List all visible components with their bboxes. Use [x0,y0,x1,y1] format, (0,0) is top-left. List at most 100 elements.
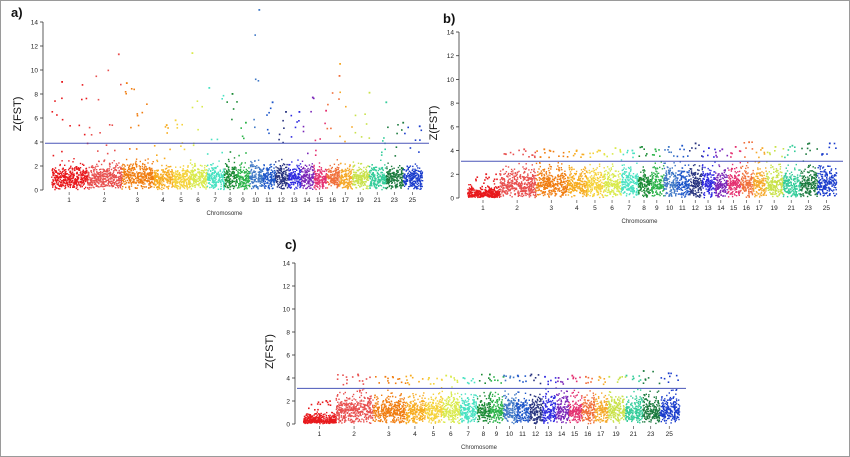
snp-point [327,181,330,184]
snp-point [321,186,324,188]
snp-point [420,172,422,174]
snp-point [109,173,111,176]
snp-point [490,190,493,193]
snp-point [343,182,345,184]
snp-point [71,167,73,169]
snp-point [476,189,479,192]
snp-point [306,174,308,176]
snp-point [235,167,237,169]
snp-point [142,162,144,165]
snp-point [80,184,82,186]
snp-point [109,181,111,183]
snp-point [361,177,363,179]
snp-point [264,187,266,189]
snp-point [479,190,482,193]
snp-outlier-point [99,132,101,134]
snp-point [383,178,385,181]
snp-point [96,180,98,182]
snp-point [207,170,209,172]
snp-point [183,178,185,181]
snp-point [377,169,380,172]
snp-point [194,175,196,177]
snp-point [214,171,217,173]
snp-point [515,180,518,182]
snp-point [161,180,163,182]
snp-point [167,179,169,181]
snp-point [122,185,124,188]
snp-point [399,174,401,176]
snp-point [155,180,157,182]
snp-point [139,167,141,169]
snp-point [293,175,296,177]
snp-point [493,189,495,191]
snp-point [346,177,348,180]
snp-point [70,180,72,182]
snp-point [129,164,131,167]
snp-point [304,168,306,170]
snp-peak-point [385,101,388,104]
snp-point [128,179,131,181]
snp-point [267,181,269,183]
snp-point [141,182,143,184]
snp-outlier-point [156,154,158,156]
snp-point [249,183,251,185]
snp-point [58,173,60,175]
snp-point [388,181,391,184]
snp-point [358,182,360,184]
snp-point [209,170,212,172]
snp-point [535,174,537,177]
snp-point [533,174,535,177]
snp-point [135,187,137,189]
snp-point [400,174,402,176]
snp-point [203,177,205,180]
snp-point [93,181,96,184]
snp-point [207,179,209,181]
snp-point [191,184,193,187]
snp-point [386,186,389,189]
snp-point [240,166,242,168]
snp-point [102,179,104,181]
snp-point [521,185,523,187]
snp-point [316,172,318,175]
snp-point [129,176,131,179]
snp-point [325,173,328,175]
snp-point [236,175,239,178]
chromosome-11-points [262,101,277,190]
snp-point [514,175,516,177]
snp-point [178,181,180,183]
snp-point [396,184,398,186]
snp-point [119,185,121,188]
snp-point [228,173,231,175]
snp-point [317,181,319,184]
snp-point [292,176,294,178]
snp-point [118,169,120,172]
snp-point [334,179,336,182]
x-tick-label: 14 [303,197,311,204]
snp-point [126,164,129,166]
snp-peak-point [298,111,301,113]
snp-point [300,177,303,180]
snp-point [385,187,388,190]
snp-point [266,172,268,174]
snp-point [304,174,306,176]
snp-point [319,180,321,182]
x-tick-label: 12 [278,197,286,204]
snp-point [330,169,332,172]
snp-point [251,176,254,179]
snp-point [153,182,156,184]
snp-point [335,179,337,181]
snp-point [396,177,398,180]
snp-point [299,178,301,180]
snp-point [106,168,109,170]
snp-point [228,169,230,171]
snp-point [90,181,92,184]
snp-point [251,182,254,184]
snp-point [391,186,394,188]
snp-point [290,186,292,188]
snp-point [261,184,263,186]
snp-outlier-point [282,119,284,122]
snp-point [209,175,212,177]
snp-point [54,187,57,189]
snp-point [317,186,319,188]
snp-point [277,178,279,180]
